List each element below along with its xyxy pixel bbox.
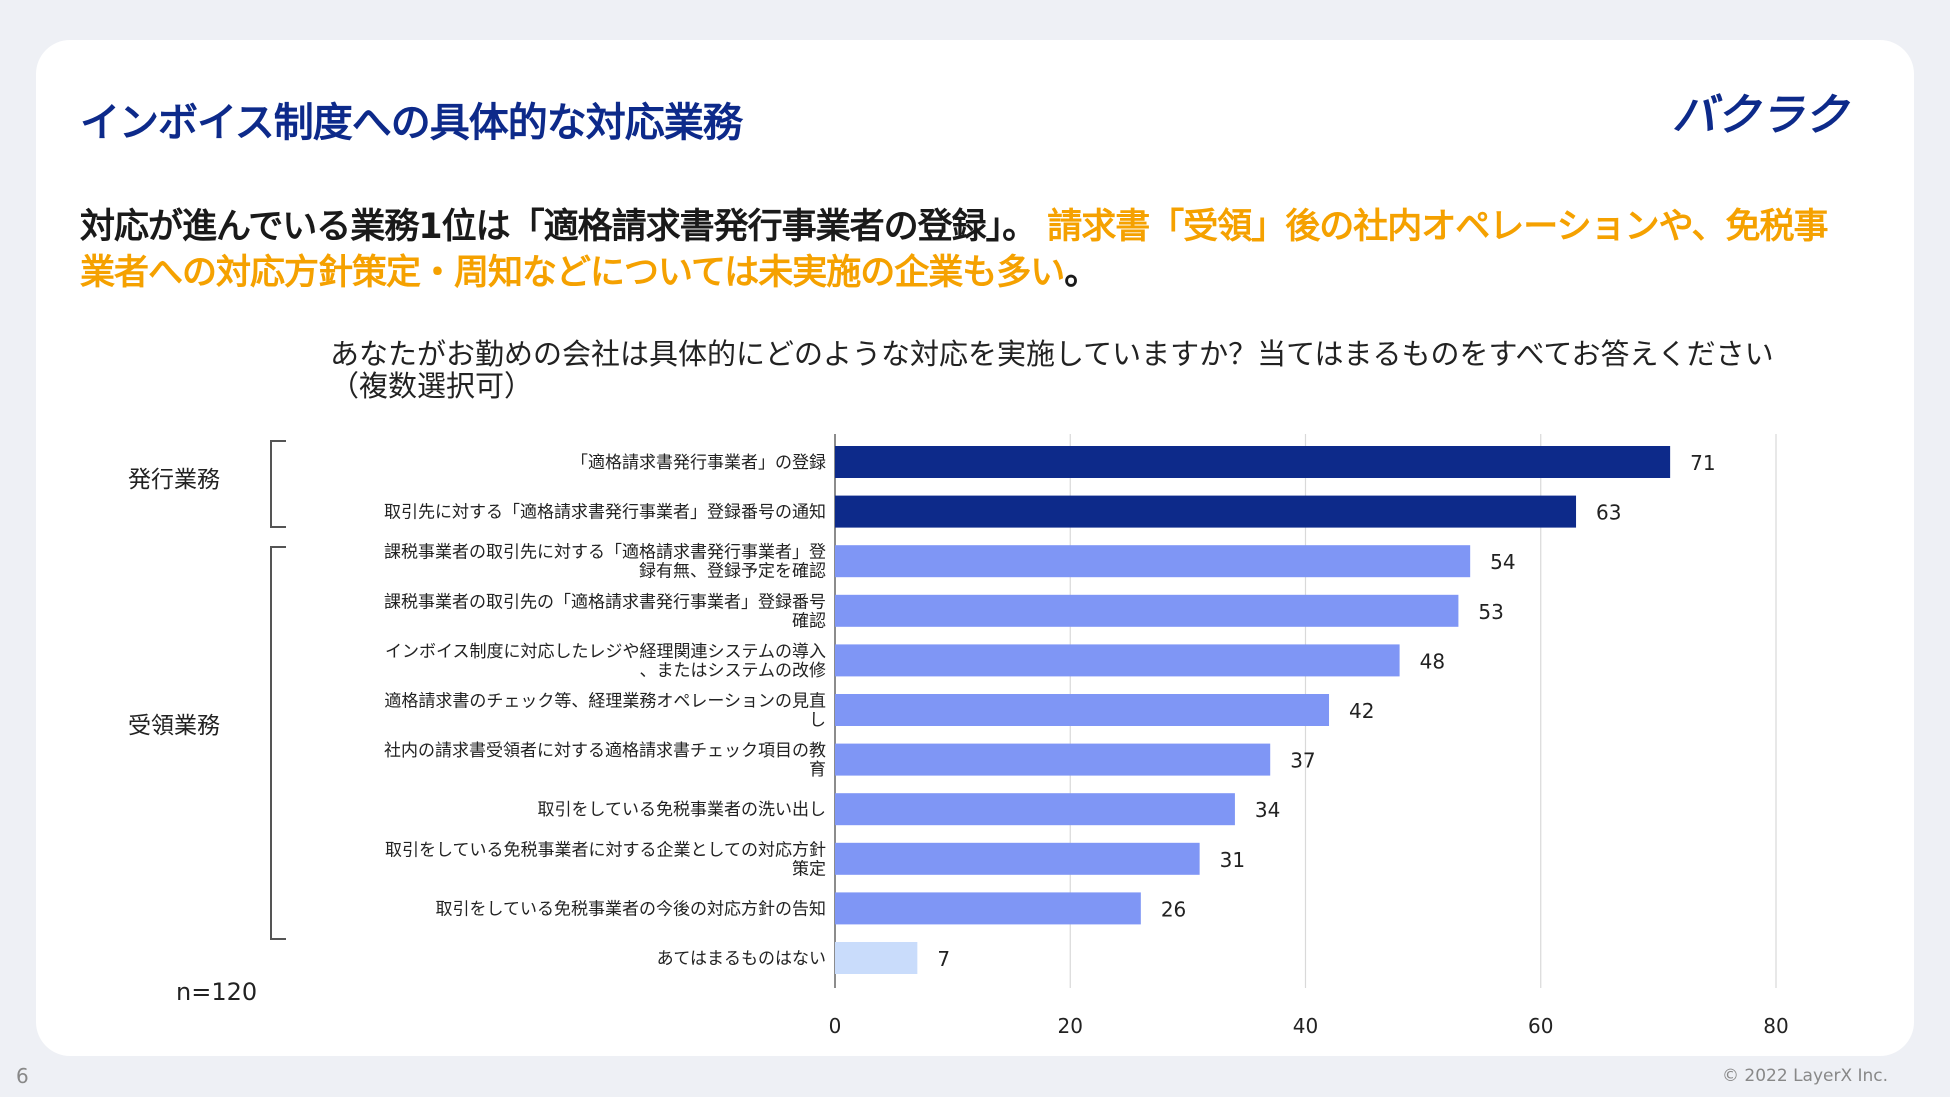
- lead-part1: 対応が進んでいる業務1位は「適格請求書発行事業者の登録」。: [80, 207, 1037, 247]
- group-label-receiving: 受領業務: [128, 713, 220, 739]
- bracket-receiving: [270, 546, 286, 940]
- category-label: 「適格請求書発行事業者」の登録: [571, 453, 826, 473]
- category-label: 課税事業者の取引先の「適格請求書発行事業者」登録番号: [384, 592, 826, 612]
- bar: [835, 446, 1671, 478]
- category-label: 適格請求書のチェック等、経理業務オペレーションの見直: [384, 692, 826, 712]
- group-label-issuing: 発行業務: [128, 467, 220, 493]
- category-label: 取引をしている免税事業者に対する企業としての対応方針: [385, 840, 826, 860]
- bar: [835, 842, 1200, 875]
- page-title: インボイス制度への具体的な対応業務: [80, 100, 743, 146]
- category-label: 育: [809, 760, 826, 780]
- page-number: 6: [16, 1064, 29, 1088]
- x-tick-label: 20: [1058, 1014, 1083, 1038]
- category-label: 、またはシステムの改修: [640, 661, 827, 681]
- copyright: © 2022 LayerX Inc.: [1722, 1066, 1889, 1086]
- bar: [835, 694, 1330, 726]
- bar: [835, 892, 1141, 925]
- bar: [835, 942, 918, 974]
- data-label: 71: [1690, 451, 1715, 475]
- data-label: 34: [1255, 798, 1280, 822]
- data-label: 7: [937, 947, 950, 971]
- bar: [835, 793, 1235, 826]
- data-label: 48: [1420, 649, 1445, 673]
- category-label: 取引先に対する「適格請求書発行事業者」登録番号の通知: [384, 503, 826, 523]
- bar: [835, 495, 1577, 528]
- data-label: 37: [1290, 749, 1315, 773]
- bar: [835, 644, 1400, 677]
- category-label: 取引をしている免税事業者の今後の対応方針の告知: [436, 899, 827, 919]
- data-label: 26: [1161, 897, 1186, 921]
- category-label: 取引をしている免税事業者の洗い出し: [538, 800, 827, 820]
- category-label: 策定: [792, 859, 826, 879]
- logo-text: バクラク: [1672, 92, 1851, 136]
- chart-title: あなたがお勤めの会社は具体的にどのような対応を実施していますか？当てはまるものを…: [330, 337, 1774, 403]
- lead-part2: 。: [1064, 253, 1099, 293]
- x-tick-label: 60: [1528, 1014, 1553, 1038]
- data-label: 42: [1349, 699, 1374, 723]
- data-label: 53: [1478, 600, 1503, 624]
- bracket-issuing: [270, 440, 286, 528]
- category-label: あてはまるものはない: [657, 949, 826, 969]
- bar: [835, 743, 1271, 776]
- x-tick-label: 80: [1763, 1014, 1788, 1038]
- category-label: 課税事業者の取引先に対する「適格請求書発行事業者」登: [384, 543, 826, 563]
- data-label: 31: [1220, 848, 1245, 872]
- data-label: 54: [1490, 550, 1515, 574]
- data-label: 63: [1596, 501, 1621, 525]
- bakuraku-logo: バクラク: [1672, 92, 1851, 136]
- bar: [835, 545, 1471, 578]
- category-label: 録有無、登録予定を確認: [639, 562, 826, 582]
- x-tick-label: 0: [829, 1014, 842, 1038]
- category-label: インボイス制度に対応したレジや経理関連システムの導入: [385, 642, 826, 662]
- lead-text: 対応が進んでいる業務1位は「適格請求書発行事業者の登録」。 請求書「受領」後の社…: [80, 204, 1860, 296]
- lead-highlight: 請求書「受領」後の社内オペレーションや、免税事業者への対応方針策定・周知などにつ…: [80, 207, 1829, 293]
- bar: [835, 594, 1459, 627]
- category-label: 確認: [792, 611, 826, 631]
- sample-size: n=120: [176, 978, 258, 1006]
- category-label: し: [809, 711, 826, 731]
- x-tick-label: 40: [1293, 1014, 1318, 1038]
- category-label: 社内の請求書受領者に対する適格請求書チェック項目の教: [384, 741, 826, 761]
